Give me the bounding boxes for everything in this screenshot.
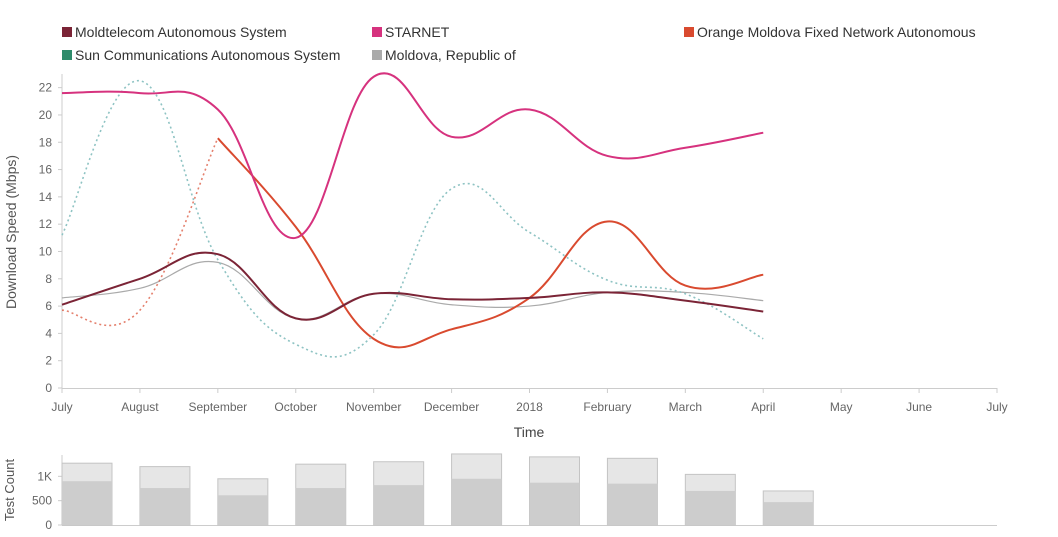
legend-item-starnet[interactable]: STARNET — [372, 24, 672, 40]
test-count-bar-subset[interactable] — [217, 495, 268, 525]
x-tick-label: March — [669, 400, 702, 414]
y-tick-label: 8 — [45, 272, 52, 286]
legend-label: Moldova, Republic of — [385, 47, 516, 63]
y-tick-label: 16 — [39, 163, 53, 177]
y-tick-label: 20 — [39, 108, 53, 122]
y-tick-label: 22 — [39, 81, 53, 95]
x-tick-label: July — [986, 400, 1007, 414]
legend-swatch — [372, 27, 382, 37]
x-tick-label: July — [51, 400, 72, 414]
test-count-bar-subset[interactable] — [451, 478, 502, 525]
series-line-orange-moldova-fixed-network-autonomous-system[interactable] — [217, 137, 764, 349]
legend-label: Moldtelecom Autonomous System — [75, 24, 287, 40]
series-line-sun-communications-autonomous-system[interactable] — [61, 80, 764, 358]
legend-item-orange-moldova-fixed-network-autonomous-system[interactable]: Orange Moldova Fixed Network Autonomous … — [684, 24, 980, 40]
y-tick-label: 14 — [39, 190, 53, 204]
legend-label: STARNET — [385, 24, 450, 40]
legend-item-sun-communications-autonomous-system[interactable]: Sun Communications Autonomous System — [62, 47, 362, 63]
y-tick-label: 2 — [45, 354, 52, 368]
y-tick-label: 0 — [45, 381, 52, 395]
test-count-axis-title: Test Count — [2, 459, 17, 522]
x-tick-label: September — [188, 400, 247, 414]
count-y-tick-label: 500 — [32, 494, 52, 508]
series-line-orange-moldova-fixed-network-autonomous-system-dotted[interactable] — [61, 137, 219, 327]
test-count-bar-subset[interactable] — [373, 485, 424, 525]
main-plot-area: 0 2 4 6 8 10 12 14 16 18 20 22 July August September Oc… — [39, 72, 1008, 414]
legend-label: Orange Moldova Fixed Network Autonomous … — [697, 24, 980, 40]
x-tick-label: August — [121, 400, 159, 414]
count-y-tick-label: 1K — [37, 469, 52, 483]
x-tick-label: November — [346, 400, 401, 414]
test-count-bar-subset[interactable] — [607, 483, 658, 525]
legend-swatch — [62, 50, 72, 60]
test-count-bar-subset[interactable] — [529, 482, 580, 525]
series-line-moldtelecom-autonomous-system[interactable] — [61, 251, 764, 321]
test-count-bar-subset[interactable] — [685, 490, 736, 525]
x-tick-label: May — [830, 400, 853, 414]
legend-swatch — [372, 50, 382, 60]
y-tick-label: 18 — [39, 135, 53, 149]
test-count-bar-subset[interactable] — [139, 488, 190, 525]
chart-legend: Moldtelecom Autonomous System STARNET Oran… — [62, 24, 1022, 70]
legend-item-moldova-republic-of[interactable]: Moldova, Republic of — [372, 47, 672, 63]
series-line-starnet[interactable] — [61, 72, 764, 239]
x-tick-label: February — [583, 400, 631, 414]
y-tick-label: 6 — [45, 299, 52, 313]
test-count-bar-subset[interactable] — [295, 488, 346, 525]
x-tick-label: 2018 — [516, 400, 543, 414]
x-tick-label: June — [906, 400, 932, 414]
x-tick-label: October — [274, 400, 317, 414]
y-tick-label: 4 — [45, 326, 52, 340]
y-tick-label: 10 — [39, 244, 53, 258]
legend-swatch — [684, 27, 694, 37]
series-line-moldova-republic-of[interactable] — [61, 260, 764, 320]
test-count-bar-subset[interactable] — [763, 502, 814, 525]
x-tick-label: December — [424, 400, 479, 414]
x-tick-label: April — [751, 400, 775, 414]
y-axis-title: Download Speed (Mbps) — [3, 155, 19, 309]
y-tick-label: 12 — [39, 217, 53, 231]
legend-item-moldtelecom-autonomous-system[interactable]: Moldtelecom Autonomous System — [62, 24, 362, 40]
legend-swatch — [62, 27, 72, 37]
test-count-plot-area: 0 500 1K — [32, 453, 997, 532]
legend-label: Sun Communications Autonomous System — [75, 47, 341, 63]
x-axis-title: Time — [514, 424, 545, 440]
test-count-bar-subset[interactable] — [62, 481, 112, 525]
count-y-tick-label: 0 — [45, 518, 52, 532]
